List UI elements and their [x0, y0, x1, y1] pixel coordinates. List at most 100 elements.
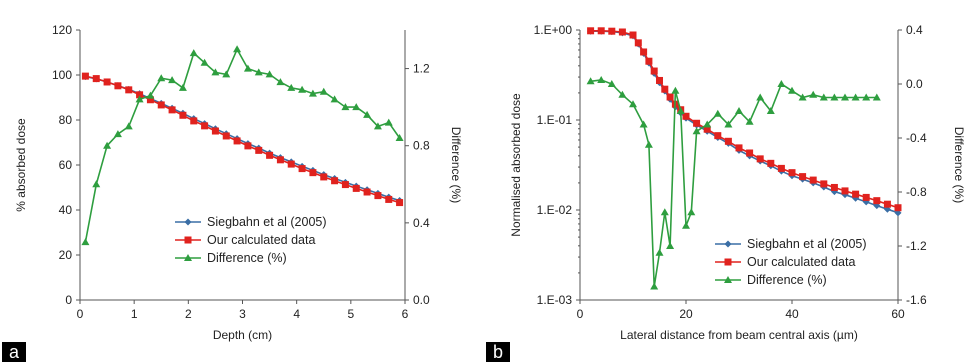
x-axis-label: Lateral distance from beam central axis … [620, 328, 858, 342]
series-3-point [597, 75, 606, 83]
series-3-point [200, 58, 209, 66]
legend-marker [184, 236, 192, 244]
series-3-point [352, 103, 361, 111]
series-3-point [607, 80, 616, 87]
series-3-point [363, 110, 372, 118]
legend-label: Difference (%) [747, 273, 827, 287]
series-2-point [735, 144, 743, 152]
series-2-point [157, 101, 165, 109]
series-3-point [872, 93, 881, 101]
x-tick-label: 0 [77, 307, 84, 321]
y-tick-label: 80 [59, 113, 73, 127]
series-3-point [851, 93, 860, 101]
series-2-point [809, 176, 817, 184]
series-3-point [655, 248, 664, 256]
series-2-point [634, 39, 642, 47]
series-2-point [255, 146, 263, 154]
series-2-point [830, 183, 838, 191]
series-2-point [146, 96, 154, 104]
series-3-point [254, 68, 263, 76]
panel-a-label-box [2, 342, 26, 362]
series-2-point [298, 165, 306, 173]
series-2-point [179, 111, 187, 119]
series-3-point [676, 107, 685, 114]
series-2-point [873, 197, 881, 205]
series-2-point [168, 106, 176, 114]
series-3-point [157, 74, 166, 82]
series-2-point [618, 28, 626, 36]
series-2-point [788, 169, 796, 177]
y-tick-label: 40 [59, 203, 73, 217]
series-2-point [190, 117, 198, 125]
series-3-point [586, 77, 595, 85]
legend-marker [724, 240, 732, 248]
series-3-point [276, 78, 285, 86]
series-2-point [597, 27, 605, 35]
series-2-point [650, 67, 658, 75]
y2-tick-label: -1.6 [906, 293, 927, 307]
series-3-point [745, 117, 754, 125]
panel-b: 0 20 40 60 1.E-03 1.E-02 1.E-01 1.E+00 -1.6 -1.2 -… [509, 23, 966, 342]
series-2-point [103, 78, 111, 86]
y-axis-label: Normalised absorbed dose [509, 93, 523, 237]
series-3-point [788, 86, 796, 94]
series-3-point [735, 107, 743, 114]
legend-label: Siegbahn et al (2005) [747, 237, 867, 251]
y-tick-label: 1.E-02 [537, 203, 573, 217]
series-2-point [820, 180, 828, 188]
y-tick-label: 1.E-03 [537, 293, 573, 307]
x-tick-label: 4 [293, 307, 300, 321]
x-tick-label: 3 [239, 307, 246, 321]
series-2-point [852, 190, 860, 198]
series-line-2 [590, 29, 899, 209]
series-3-point [682, 221, 690, 229]
series-2-point [645, 57, 653, 65]
series-2-point [682, 112, 690, 120]
series-2-point [862, 193, 870, 201]
series-3-point [341, 103, 350, 111]
series-2-point [125, 86, 133, 94]
y2-tick-label: 0.4 [906, 23, 923, 37]
series-2-point [666, 93, 674, 101]
y2-axis-label: Difference (%) [449, 127, 463, 203]
series-3-point [81, 238, 90, 246]
series-3-point [265, 70, 274, 78]
series-3-point [287, 83, 296, 91]
series-3-point [809, 90, 818, 98]
series-3-point [830, 93, 839, 101]
x-tick-label: 20 [679, 307, 693, 321]
y-axis-label: % absorbed dose [14, 118, 28, 212]
y-tick-label: 0 [65, 293, 72, 307]
series-2-point [352, 184, 360, 192]
series-3-point [819, 93, 828, 101]
x-tick-label: 6 [402, 307, 409, 321]
legend-marker [184, 218, 192, 226]
series-2-point [724, 137, 732, 145]
series-3-point [798, 93, 807, 101]
series-3-point [692, 127, 701, 135]
series-3-point [243, 64, 252, 72]
series-3-point [92, 180, 101, 188]
series-3-point [660, 208, 669, 216]
series-2-point [767, 159, 775, 167]
y2-axis-label: Difference (%) [952, 127, 966, 203]
series-2-point [309, 169, 317, 177]
series-2-point [661, 85, 669, 93]
x-tick-label: 40 [785, 307, 799, 321]
series-3-point [777, 80, 786, 87]
series-2-point [136, 91, 144, 99]
legend-label: Siegbahn et al (2005) [207, 215, 327, 229]
y2-tick-label: 1.2 [413, 62, 430, 76]
x-tick-label: 1 [131, 307, 138, 321]
series-2-point [656, 76, 663, 84]
x-axis-label: Depth (cm) [213, 328, 272, 342]
series-2-point [331, 177, 339, 185]
legend-label: Difference (%) [207, 251, 287, 265]
y2-tick-label: -0.4 [906, 131, 927, 145]
series-2-point [222, 132, 230, 140]
legend-marker [724, 258, 732, 266]
series-3-point [666, 242, 675, 249]
series-2-point [640, 48, 648, 56]
y2-tick-label: 0.0 [413, 293, 430, 307]
